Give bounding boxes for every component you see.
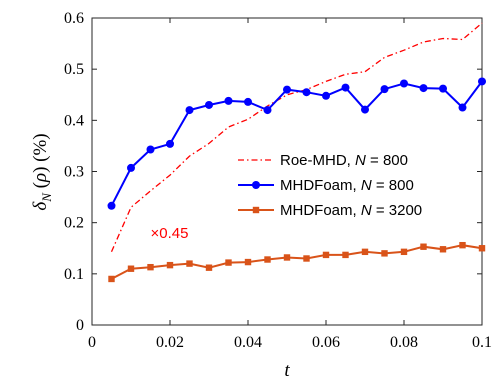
legend-item-3: MHDFoam, N = 3200 bbox=[238, 202, 422, 219]
data-point bbox=[400, 79, 408, 88]
legend-marker bbox=[252, 181, 260, 189]
x-tick-label: 0.06 bbox=[312, 334, 340, 351]
data-point bbox=[419, 84, 428, 93]
y-tick-label: 0.4 bbox=[64, 112, 84, 129]
data-point bbox=[341, 83, 350, 92]
data-point bbox=[146, 145, 155, 154]
legend-item-1: Roe-MHD, N = 800 bbox=[238, 152, 408, 169]
x-tick-label: 0.1 bbox=[472, 334, 492, 351]
data-point bbox=[380, 85, 389, 94]
y-axis-label: δN (ρ) (%) bbox=[30, 133, 54, 210]
legend-label: Roe-MHD, N = 800 bbox=[280, 152, 408, 169]
series-1 bbox=[110, 22, 483, 253]
data-point bbox=[478, 245, 486, 252]
data-point bbox=[108, 275, 115, 283]
y-tick-label: 0.3 bbox=[64, 164, 84, 181]
x-axis-label: t bbox=[284, 360, 290, 376]
data-point bbox=[400, 248, 408, 256]
y-tick-label: 0.5 bbox=[64, 61, 84, 78]
y-tick-label: 0 bbox=[76, 317, 84, 334]
data-point bbox=[224, 96, 233, 105]
x-tick-label: 0 bbox=[88, 334, 96, 351]
data-point bbox=[263, 106, 272, 115]
y-tick-label: 0.1 bbox=[64, 266, 84, 283]
data-point bbox=[322, 91, 330, 100]
data-point bbox=[342, 251, 349, 259]
data-point bbox=[303, 255, 310, 262]
y-tick-label: 0.2 bbox=[64, 215, 84, 232]
legend: Roe-MHD, N = 800 MHDFoam, N = 800 MHDFoam,… bbox=[238, 152, 422, 219]
data-point bbox=[322, 251, 330, 259]
data-point bbox=[185, 106, 194, 115]
data-point bbox=[244, 97, 252, 106]
legend-item-2: MHDFoam, N = 800 bbox=[238, 177, 414, 194]
data-point bbox=[361, 105, 369, 114]
scale-annotation: ×0.45 bbox=[151, 225, 189, 242]
data-point bbox=[186, 260, 193, 267]
x-tick-label: 0.08 bbox=[390, 334, 418, 351]
series-line bbox=[110, 22, 483, 253]
data-point bbox=[283, 85, 291, 94]
data-point bbox=[283, 254, 291, 261]
data-point bbox=[264, 256, 271, 263]
data-point bbox=[439, 84, 447, 93]
data-point bbox=[302, 88, 311, 97]
data-point bbox=[127, 265, 135, 272]
data-point bbox=[107, 201, 116, 210]
y-axis: 0 0.1 0.2 0.3 0.4 0.5 0.6 bbox=[64, 10, 482, 334]
plot-border bbox=[91, 17, 483, 326]
data-point bbox=[381, 250, 388, 257]
x-tick-label: 0.04 bbox=[234, 334, 262, 351]
data-point bbox=[225, 259, 232, 266]
y-tick-label: 0.6 bbox=[64, 10, 84, 27]
data-point bbox=[205, 264, 213, 271]
legend-label: MHDFoam, N = 800 bbox=[280, 177, 414, 194]
data-point bbox=[478, 77, 486, 86]
series-line bbox=[111, 244, 483, 280]
data-point bbox=[166, 261, 174, 269]
series-3 bbox=[108, 241, 486, 283]
data-point bbox=[458, 103, 467, 112]
data-point bbox=[244, 258, 252, 266]
legend-marker bbox=[252, 206, 260, 214]
legend-label: MHDFoam, N = 3200 bbox=[280, 202, 422, 219]
plot-area bbox=[91, 17, 483, 326]
data-point bbox=[361, 248, 369, 256]
data-point bbox=[420, 243, 427, 250]
data-point bbox=[147, 263, 154, 271]
data-point bbox=[205, 100, 213, 109]
data-point bbox=[166, 139, 174, 148]
data-point bbox=[127, 163, 135, 172]
data-point bbox=[439, 246, 447, 253]
x-tick-label: 0.02 bbox=[156, 334, 184, 351]
series-2 bbox=[107, 77, 486, 210]
series-layer bbox=[107, 22, 486, 283]
x-axis: 0 0.02 0.04 0.06 0.08 0.1 bbox=[88, 18, 492, 351]
data-point bbox=[459, 241, 466, 249]
